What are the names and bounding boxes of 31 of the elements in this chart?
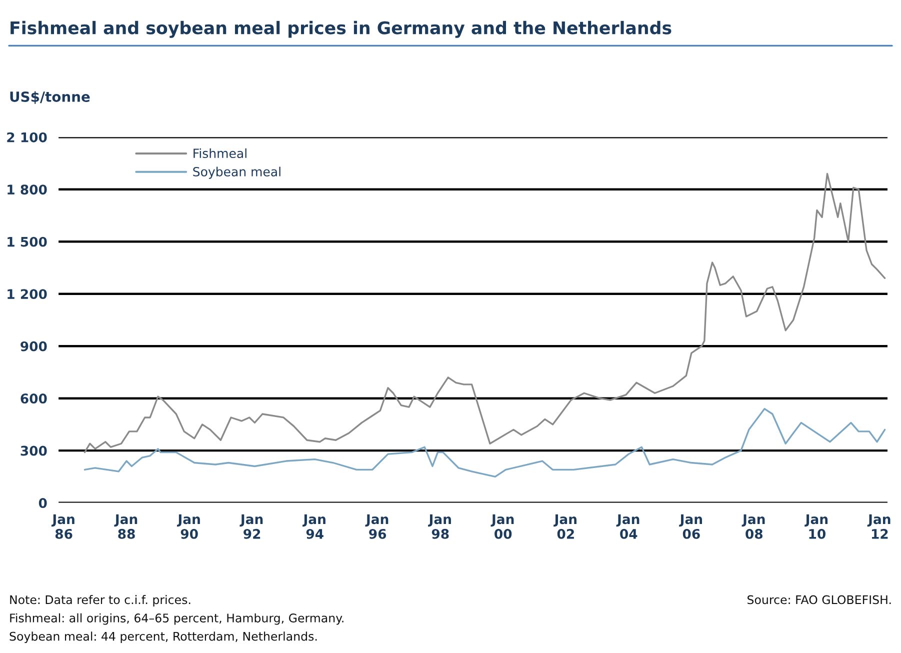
y-tick-label: 1 200: [8, 289, 47, 300]
x-tick-label: Jan 98: [428, 514, 451, 539]
legend-label: Fishmeal: [194, 148, 246, 158]
x-tick-label: Jan 08: [742, 514, 765, 539]
x-tick-label: Jan 10: [804, 514, 828, 539]
y-tick-label: 900: [20, 341, 47, 352]
x-tick-label: Jan 94: [302, 514, 326, 539]
legend-label: Soybean meal: [193, 166, 280, 179]
text: Fishmeal: all origins, 64–65 percent, Hamburg, Germany.: [10, 613, 344, 625]
y-tick-label: 1 800: [8, 184, 47, 195]
x-tick-label: Jan 96: [365, 514, 388, 539]
x-tick-label: Jan 90: [176, 514, 200, 539]
x-tick-label: Jan 92: [240, 514, 263, 539]
source-note: Source: FAO GLOBEFISH.: [748, 595, 891, 604]
x-tick-label: Jan 00: [490, 514, 514, 539]
y-tick-label: 2 100: [7, 132, 47, 142]
y-tick-label: 0: [38, 498, 47, 508]
y-axis-title: US$/tonne: [10, 91, 90, 104]
text: Note: Data refer to c.i.f. prices.: [10, 595, 190, 606]
x-tick-label: Jan 06: [679, 514, 702, 539]
x-tick-label: Jan 88: [114, 514, 138, 539]
y-tick-label: 600: [20, 394, 47, 404]
y-tick-label: 1 500: [8, 236, 47, 247]
x-tick-label: Jan 12: [867, 514, 890, 539]
x-tick-label: Jan 04: [616, 514, 640, 539]
x-tick-label: Jan 02: [554, 514, 576, 539]
y-tick-label: 300: [20, 446, 47, 456]
text: Soybean meal: 44 percent, Rotterdam, Netherlands.: [10, 632, 317, 644]
chart-title: Fishmeal and soybean meal prices in Germany and the Netherlands: [10, 20, 672, 38]
x-tick-label: Jan 86: [51, 514, 74, 539]
line-series: [84, 408, 886, 478]
